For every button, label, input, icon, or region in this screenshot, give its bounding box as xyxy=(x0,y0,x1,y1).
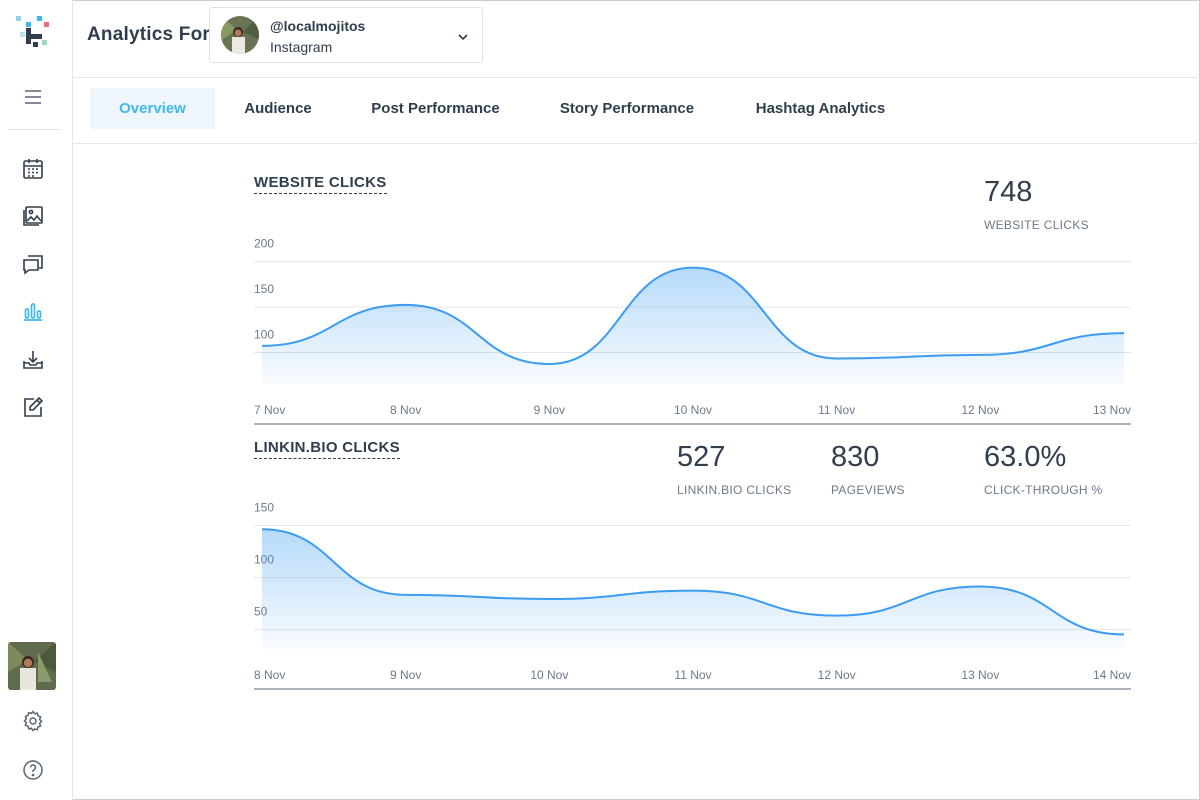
linkin-bio-title[interactable]: LINKIN.BIO CLICKS xyxy=(254,439,400,459)
analytics-icon[interactable] xyxy=(20,298,46,324)
data-point[interactable] xyxy=(1122,632,1127,637)
series-line xyxy=(261,528,1125,636)
y-tick-label: 200 xyxy=(254,237,274,251)
menu-icon[interactable] xyxy=(20,84,46,110)
tab-post-performance[interactable]: Post Performance xyxy=(371,100,500,117)
x-tick-label: 11 Nov xyxy=(818,403,855,417)
page-title: Analytics For xyxy=(87,24,210,45)
tab-audience[interactable]: Audience xyxy=(244,100,312,117)
stat-value: 63.0% xyxy=(984,441,1067,473)
media-library-icon[interactable] xyxy=(20,203,46,229)
stat-label: PAGEVIEWS xyxy=(831,483,905,497)
x-tick-label: 9 Nov xyxy=(390,668,421,682)
x-tick-label: 9 Nov xyxy=(534,403,565,417)
sidebar-divider xyxy=(8,129,60,130)
website-clicks-section: WEBSITE CLICKS 748 WEBSITE CLICKS 100 150… xyxy=(254,172,1131,428)
tab-overview[interactable]: Overview xyxy=(90,88,215,129)
data-point[interactable] xyxy=(691,588,696,593)
x-tick-label: 7 Nov xyxy=(254,403,285,417)
data-point[interactable] xyxy=(547,597,552,602)
conversations-icon[interactable] xyxy=(20,251,46,277)
x-tick-label: 14 Nov xyxy=(1093,668,1131,682)
data-point[interactable] xyxy=(978,352,983,357)
click-through-stat: 63.0% CLICK-THROUGH % xyxy=(984,441,1103,497)
stat-label: CLICK-THROUGH % xyxy=(984,483,1103,497)
stat-value: 830 xyxy=(831,441,880,473)
stat-value: 527 xyxy=(677,441,726,473)
data-point[interactable] xyxy=(978,584,983,589)
data-point[interactable] xyxy=(260,343,265,348)
x-tick-label: 8 Nov xyxy=(390,403,421,417)
pageviews-stat: 830 PAGEVIEWS xyxy=(831,441,905,497)
data-point[interactable] xyxy=(260,527,265,532)
data-point[interactable] xyxy=(403,592,408,597)
settings-icon[interactable] xyxy=(20,708,46,734)
data-point[interactable] xyxy=(834,613,839,618)
x-tick-label: 10 Nov xyxy=(530,668,568,682)
y-tick-label: 150 xyxy=(254,501,274,515)
data-point[interactable] xyxy=(834,356,839,361)
series-line xyxy=(261,266,1125,366)
website-clicks-stat: 748 WEBSITE CLICKS xyxy=(984,176,1089,232)
x-tick-label: 13 Nov xyxy=(1093,403,1131,417)
download-icon[interactable] xyxy=(20,347,46,373)
website-clicks-chart: 100 150 200 7 Nov 8 Nov 9 Nov 10 Nov 11 Nov 12 N… xyxy=(254,237,1131,425)
stat-value: 748 xyxy=(984,176,1033,208)
series-area xyxy=(262,529,1124,649)
series-area xyxy=(262,267,1124,384)
y-tick-label: 100 xyxy=(254,328,274,342)
data-point[interactable] xyxy=(547,362,552,367)
x-tick-label: 8 Nov xyxy=(254,668,285,682)
edit-icon[interactable] xyxy=(20,394,46,420)
calendar-icon[interactable] xyxy=(20,156,46,182)
account-network: Instagram xyxy=(270,39,333,55)
tab-story-performance[interactable]: Story Performance xyxy=(559,100,695,117)
stat-label: LINKIN.BIO CLICKS xyxy=(677,483,792,497)
linkin-bio-clicks-stat: 527 LINKIN.BIO CLICKS xyxy=(677,441,791,497)
account-avatar xyxy=(221,16,259,54)
data-point[interactable] xyxy=(1122,331,1127,336)
app-logo-icon[interactable] xyxy=(16,16,52,48)
linkin-bio-section: LINKIN.BIO CLICKS 527 LINKIN.BIO CLICKS … xyxy=(254,437,1131,693)
x-tick-label: 12 Nov xyxy=(818,668,856,682)
stat-label: WEBSITE CLICKS xyxy=(984,218,1089,232)
x-tick-label: 10 Nov xyxy=(674,403,712,417)
tab-hashtag-analytics[interactable]: Hashtag Analytics xyxy=(755,100,886,117)
user-avatar[interactable] xyxy=(8,642,56,690)
x-tick-label: 13 Nov xyxy=(961,668,999,682)
header: Analytics For @localmojitos Instagram xyxy=(73,0,1200,78)
sidebar xyxy=(0,0,73,800)
x-tick-label: 11 Nov xyxy=(674,668,711,682)
data-point[interactable] xyxy=(691,265,696,270)
help-icon[interactable] xyxy=(20,757,46,783)
y-tick-label: 150 xyxy=(254,282,274,296)
website-clicks-title[interactable]: WEBSITE CLICKS xyxy=(254,174,387,194)
account-selector[interactable]: @localmojitos Instagram xyxy=(209,7,483,63)
chevron-down-icon xyxy=(458,34,468,41)
account-handle: @localmojitos xyxy=(270,18,366,34)
data-point[interactable] xyxy=(403,302,408,307)
x-tick-label: 12 Nov xyxy=(961,403,999,417)
analytics-tabs: Overview Audience Post Performance Story… xyxy=(73,78,1200,144)
